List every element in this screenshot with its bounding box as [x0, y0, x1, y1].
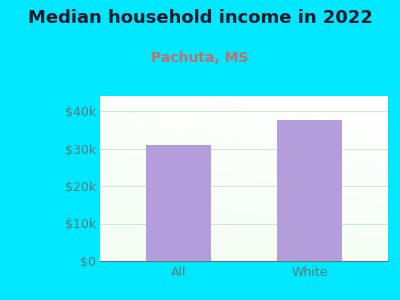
Bar	[146, 145, 211, 261]
Text: Pachuta, MS: Pachuta, MS	[151, 51, 249, 65]
Text: Median household income in 2022: Median household income in 2022	[28, 9, 372, 27]
Bar	[277, 120, 342, 261]
